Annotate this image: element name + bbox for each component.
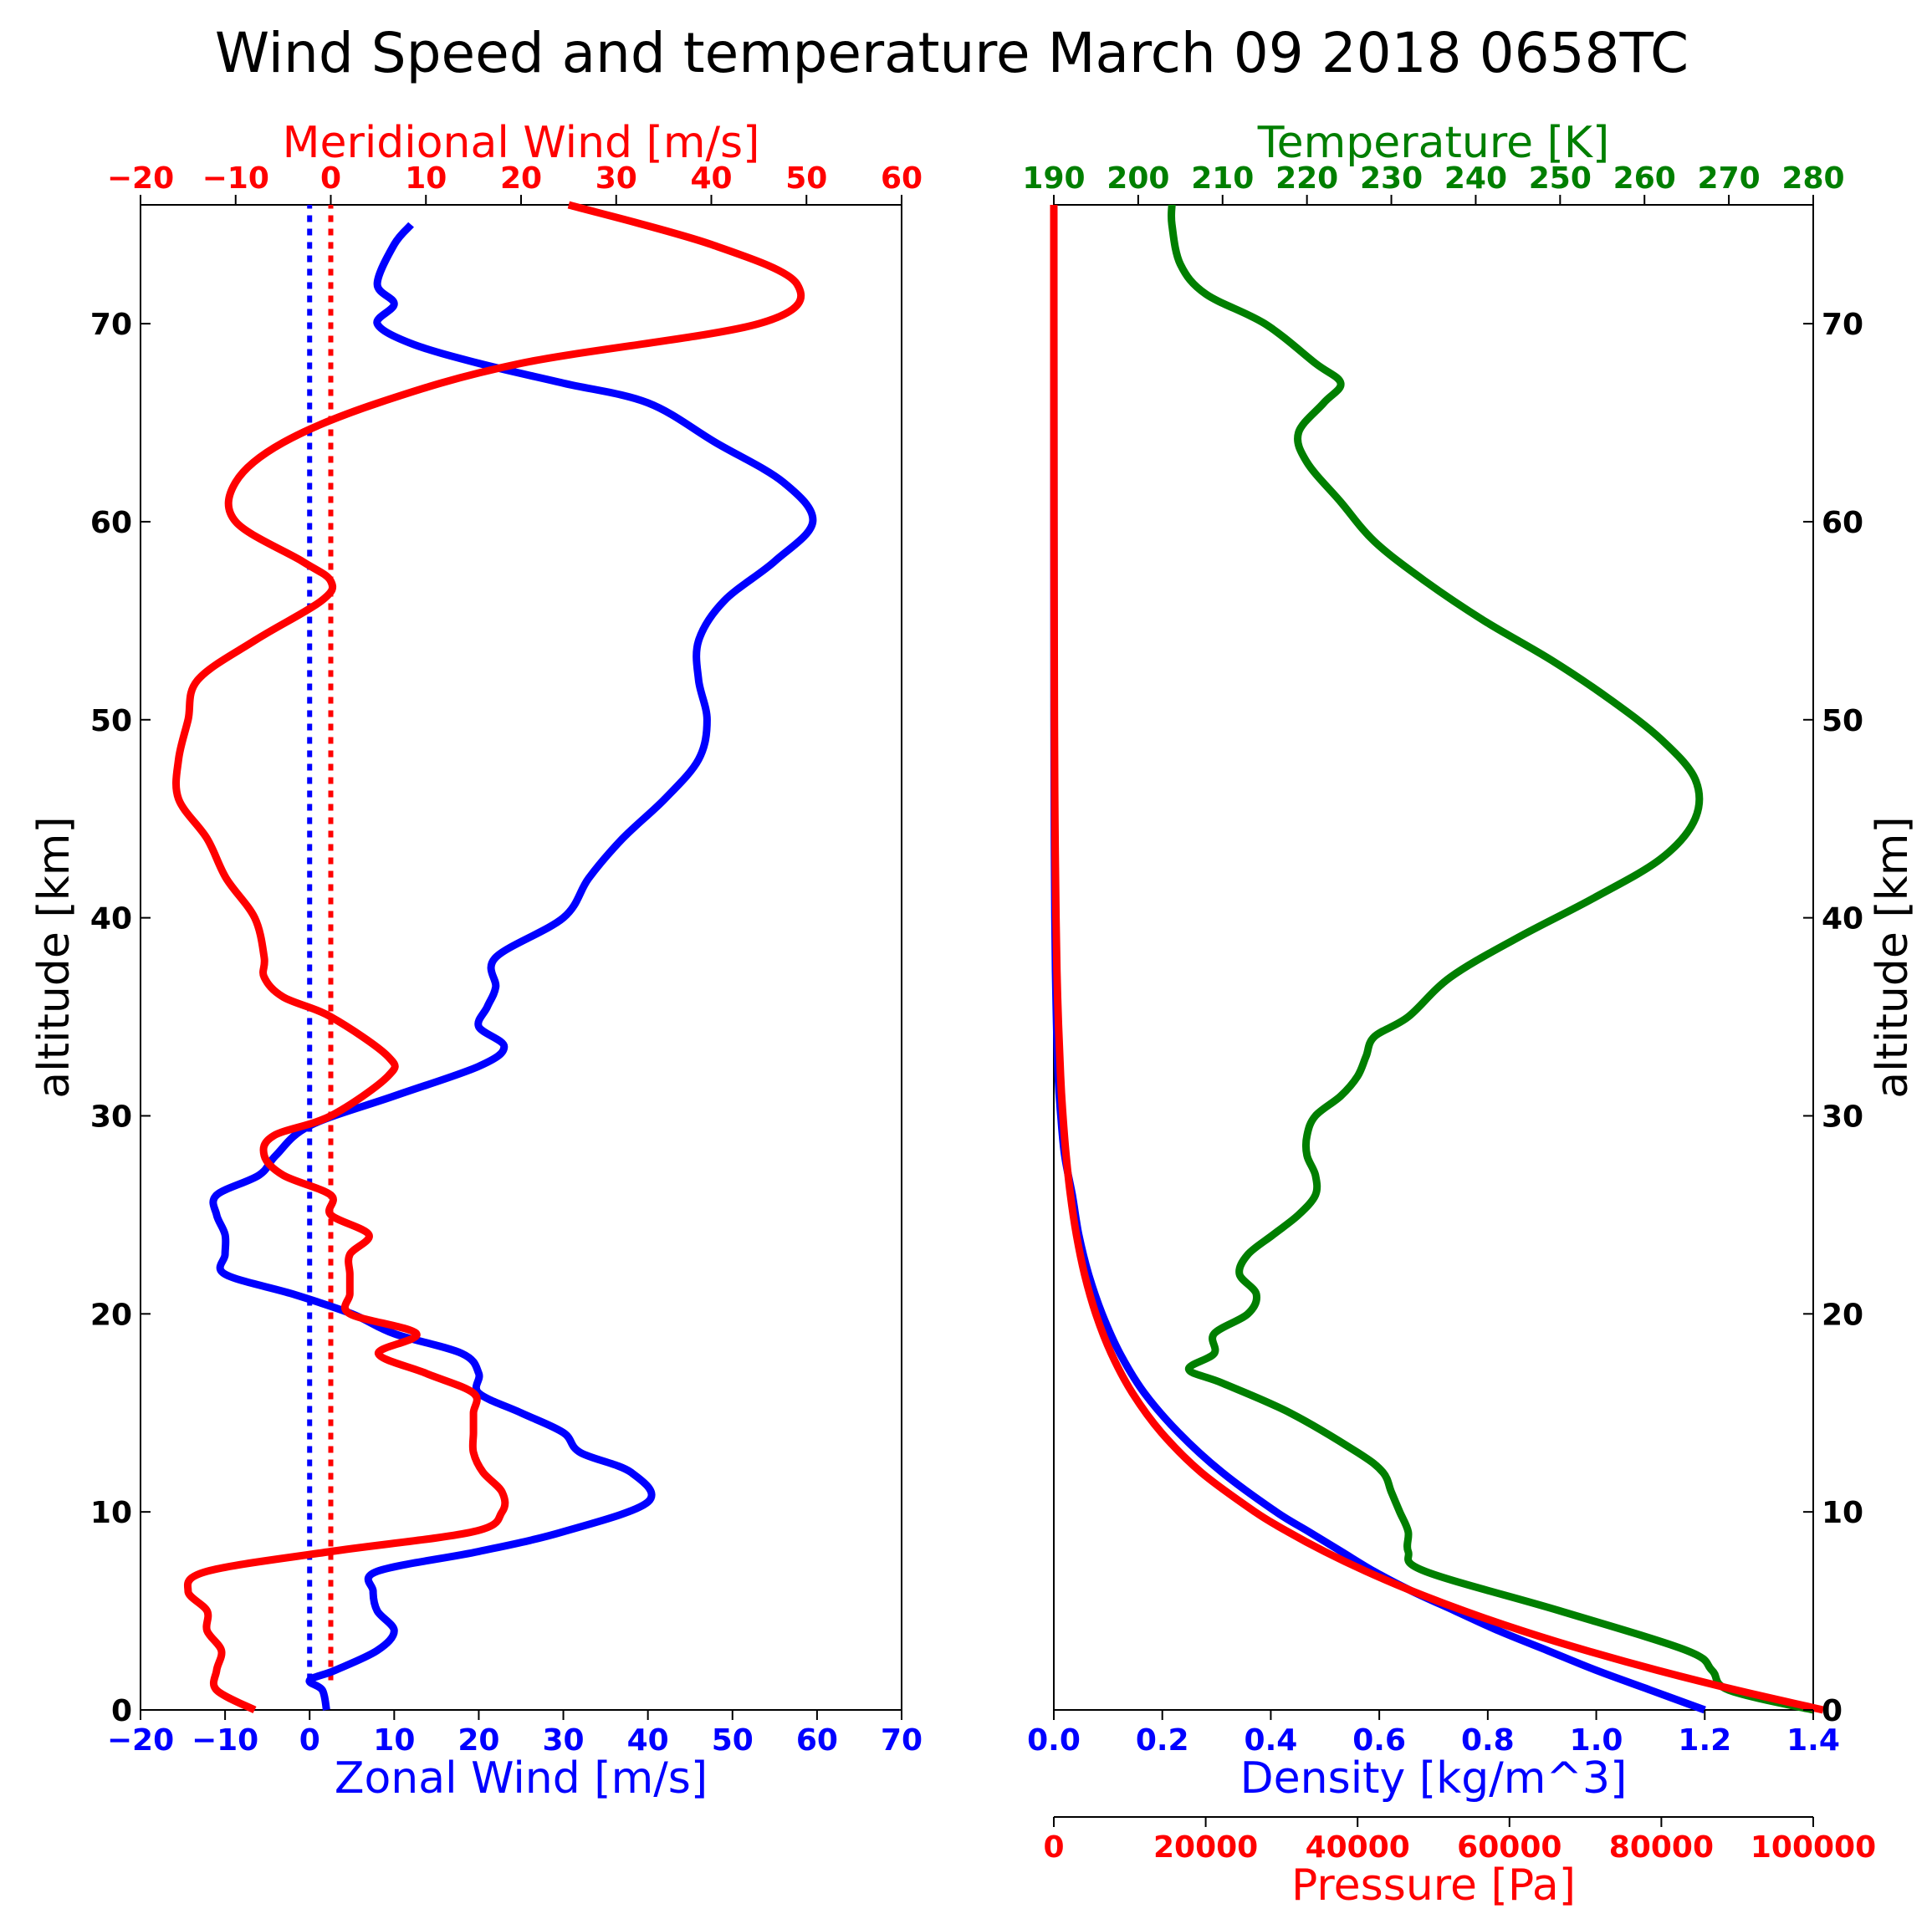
temperature-label: Temperature [K] (1257, 118, 1610, 168)
x-tick-label: 0.6 (1352, 1723, 1406, 1758)
x-tick-label: 80000 (1609, 1830, 1714, 1865)
y-tick-label: 10 (90, 1496, 132, 1530)
x-tick-label: 280 (1781, 161, 1844, 196)
x-tick-label: 0.0 (1027, 1723, 1081, 1758)
x-tick-label: 50 (785, 161, 827, 196)
y-tick-label: 30 (1822, 1100, 1863, 1134)
pressure-line (1050, 205, 1824, 1714)
x-tick-label: 220 (1275, 161, 1338, 196)
temperature-line (1167, 204, 1815, 1714)
x-tick-label: 0 (320, 161, 341, 196)
right-altitude-label: altitude [km] (1868, 816, 1918, 1098)
x-tick-label: 60 (881, 161, 923, 196)
meridional-wind-label: Meridional Wind [m/s] (283, 118, 760, 168)
x-tick-label: 50 (712, 1723, 754, 1758)
x-tick-label: 60000 (1457, 1830, 1561, 1865)
left-plot-frame (140, 204, 902, 1711)
x-tick-label: −20 (107, 1723, 174, 1758)
y-tick-label: 30 (90, 1100, 132, 1134)
meridional-wind-ticks: −20 −10 0 10 20 30 40 50 60 (107, 161, 923, 205)
zonal-wind-line (209, 222, 817, 1711)
x-tick-label: 0.8 (1461, 1723, 1515, 1758)
x-tick-label: 30 (595, 161, 637, 196)
x-tick-label: 250 (1529, 161, 1592, 196)
pressure-label: Pressure [Pa] (1291, 1860, 1576, 1911)
x-tick-label: 200 (1107, 161, 1169, 196)
y-tick-label: 10 (1822, 1496, 1863, 1530)
x-tick-label: −10 (192, 1723, 258, 1758)
x-tick-label: 10 (405, 161, 447, 196)
zonal-wind-ticks: −20 −10 0 10 20 30 40 50 60 70 (107, 1710, 923, 1758)
meridional-wind-line (171, 201, 805, 1714)
left-altitude-label: altitude [km] (29, 816, 79, 1098)
x-tick-label: −20 (107, 161, 174, 196)
y-tick-label: 70 (1822, 308, 1863, 342)
x-tick-label: 260 (1613, 161, 1676, 196)
pressure-ticks: 0 20000 40000 60000 80000 100000 (1043, 1817, 1876, 1865)
x-tick-label: 0 (299, 1723, 320, 1758)
x-tick-label: 60 (796, 1723, 838, 1758)
x-tick-label: 230 (1360, 161, 1423, 196)
x-tick-label: 190 (1022, 161, 1085, 196)
x-tick-label: 20000 (1153, 1830, 1258, 1865)
x-tick-label: −10 (202, 161, 269, 196)
y-tick-label: 20 (90, 1298, 132, 1332)
x-tick-label: 100000 (1751, 1830, 1876, 1865)
y-tick-label: 0 (111, 1694, 132, 1728)
temperature-ticks: 190 200 210 220 230 240 250 260 270 280 (1022, 161, 1845, 205)
y-tick-label: 40 (1822, 902, 1863, 936)
left-y-ticks: 0 10 20 30 40 50 60 70 (90, 308, 151, 1728)
x-tick-label: 210 (1191, 161, 1254, 196)
y-tick-label: 40 (90, 902, 132, 936)
y-tick-label: 60 (90, 506, 132, 540)
x-tick-label: 70 (881, 1723, 923, 1758)
y-tick-label: 50 (1822, 704, 1863, 738)
x-tick-label: 40 (690, 161, 732, 196)
chart-title: Wind Speed and temperature March 09 2018… (215, 21, 1689, 85)
right-series (1050, 204, 1824, 1714)
x-tick-label: 1.2 (1678, 1723, 1731, 1758)
right-plot-frame (1053, 204, 1814, 1711)
right-panel: 0 10 20 30 40 50 60 70 190 200 210 220 230 240 250 260… (1022, 118, 1918, 1911)
left-series (171, 201, 817, 1714)
x-tick-label: 240 (1444, 161, 1507, 196)
x-tick-label: 10 (373, 1723, 415, 1758)
x-tick-label: 0 (1043, 1830, 1064, 1865)
right-y-ticks: 0 10 20 30 40 50 60 70 (1803, 308, 1863, 1728)
x-tick-label: 1.0 (1570, 1723, 1623, 1758)
left-panel: 0 10 20 30 40 50 60 70 −20 −10 0 10 20 30 40 50 60 70 −2… (29, 118, 923, 1804)
density-label: Density [kg/m^3] (1240, 1753, 1628, 1804)
y-tick-label: 20 (1822, 1298, 1863, 1332)
density-line (1050, 204, 1706, 1714)
x-tick-label: 270 (1698, 161, 1761, 196)
zonal-wind-label: Zonal Wind [m/s] (335, 1753, 708, 1804)
x-tick-label: 20 (500, 161, 542, 196)
x-tick-label: 1.4 (1786, 1723, 1840, 1758)
left-zero-lines (307, 205, 334, 1681)
x-tick-label: 40000 (1306, 1830, 1410, 1865)
y-tick-label: 60 (1822, 506, 1863, 540)
y-tick-label: 70 (90, 308, 132, 342)
y-tick-label: 50 (90, 704, 132, 738)
x-tick-label: 40 (627, 1723, 669, 1758)
x-tick-label: 0.2 (1136, 1723, 1189, 1758)
density-ticks: 0.0 0.2 0.4 0.6 0.8 1.0 1.2 1.4 (1027, 1710, 1840, 1758)
x-tick-label: 20 (457, 1723, 499, 1758)
y-tick-label: 0 (1822, 1694, 1843, 1728)
x-tick-label: 30 (543, 1723, 585, 1758)
x-tick-label: 0.4 (1245, 1723, 1298, 1758)
